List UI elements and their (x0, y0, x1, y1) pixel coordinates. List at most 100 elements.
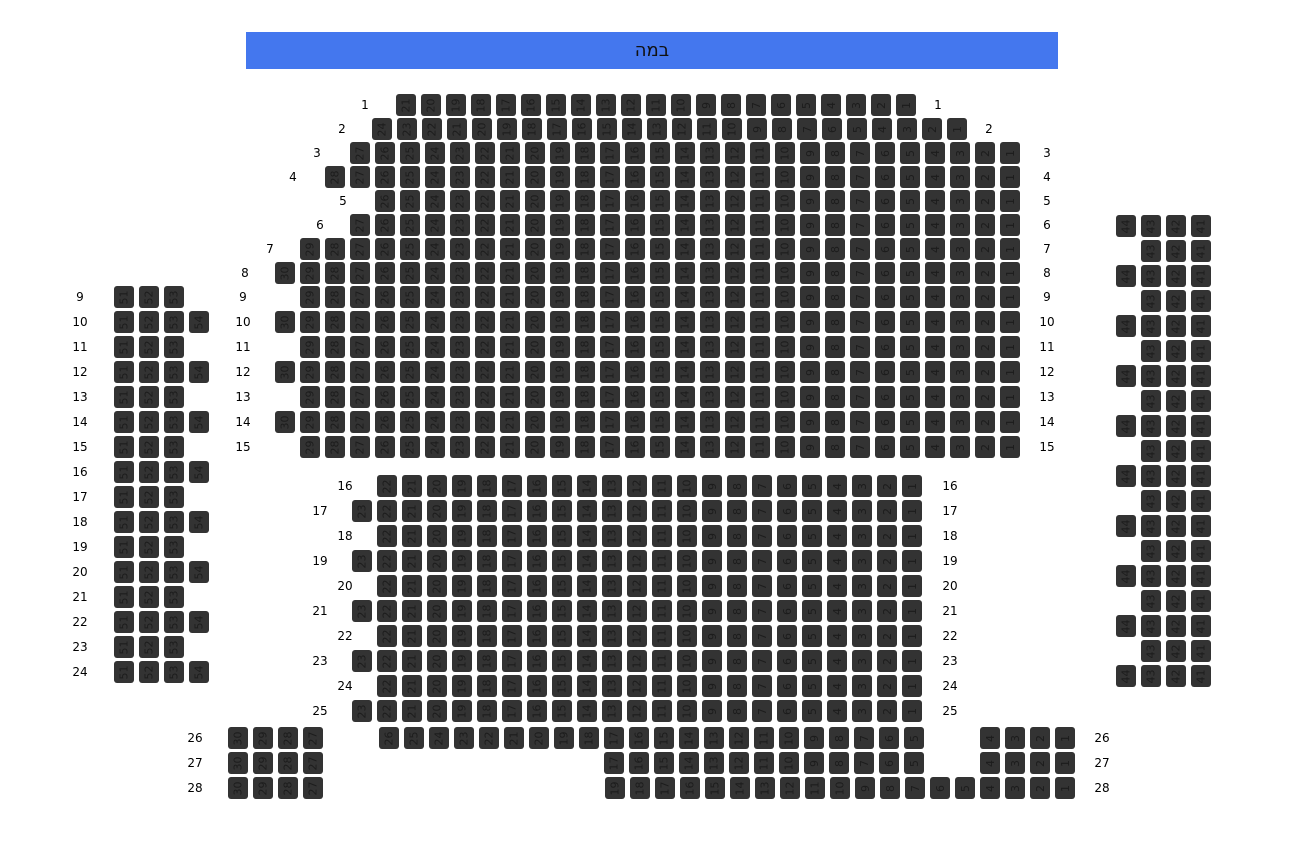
seat[interactable]: 9 (702, 475, 722, 497)
seat[interactable]: 42 (1166, 390, 1186, 412)
seat[interactable]: 30 (228, 752, 248, 774)
seat[interactable]: 18 (477, 525, 497, 547)
seat[interactable]: 19 (452, 550, 472, 572)
seat[interactable]: 26 (375, 190, 395, 212)
seat[interactable]: 22 (422, 118, 442, 140)
seat[interactable]: 2 (877, 550, 897, 572)
seat[interactable]: 28 (325, 361, 345, 383)
seat[interactable]: 23 (450, 166, 470, 188)
seat[interactable]: 14 (675, 436, 695, 458)
seat[interactable]: 14 (577, 700, 597, 722)
seat[interactable]: 6 (875, 286, 895, 308)
seat[interactable]: 8 (825, 311, 845, 333)
seat[interactable]: 10 (677, 550, 697, 572)
seat[interactable]: 43 (1141, 340, 1161, 362)
seat[interactable]: 17 (600, 361, 620, 383)
seat[interactable]: 4 (925, 238, 945, 260)
seat[interactable]: 1 (1000, 436, 1020, 458)
seat[interactable]: 1 (947, 118, 967, 140)
seat[interactable]: 42 (1166, 240, 1186, 262)
seat[interactable]: 5 (955, 777, 975, 799)
seat[interactable]: 1 (1000, 311, 1020, 333)
seat[interactable]: 12 (725, 361, 745, 383)
seat[interactable]: 51 (114, 436, 134, 458)
seat[interactable]: 2 (877, 625, 897, 647)
seat[interactable]: 13 (602, 500, 622, 522)
seat[interactable]: 8 (825, 411, 845, 433)
seat[interactable]: 11 (697, 118, 717, 140)
seat[interactable]: 6 (771, 94, 791, 116)
seat[interactable]: 19 (452, 700, 472, 722)
seat[interactable]: 8 (727, 575, 747, 597)
seat[interactable]: 18 (477, 625, 497, 647)
seat[interactable]: 16 (625, 286, 645, 308)
seat[interactable]: 22 (377, 575, 397, 597)
seat[interactable]: 10 (779, 727, 799, 749)
seat[interactable]: 1 (902, 650, 922, 672)
seat[interactable]: 1 (1055, 777, 1075, 799)
seat[interactable]: 23 (450, 214, 470, 236)
seat[interactable]: 15 (650, 166, 670, 188)
seat[interactable]: 2 (877, 500, 897, 522)
seat[interactable]: 19 (452, 525, 472, 547)
seat[interactable]: 3 (852, 625, 872, 647)
seat[interactable]: 17 (655, 777, 675, 799)
seat[interactable]: 53 (164, 461, 184, 483)
seat[interactable]: 24 (425, 190, 445, 212)
seat[interactable]: 15 (650, 238, 670, 260)
seat[interactable]: 5 (802, 700, 822, 722)
seat[interactable]: 54 (189, 511, 209, 533)
seat[interactable]: 17 (502, 675, 522, 697)
seat[interactable]: 21 (500, 361, 520, 383)
seat[interactable]: 17 (502, 700, 522, 722)
seat[interactable]: 25 (400, 214, 420, 236)
seat[interactable]: 53 (164, 636, 184, 658)
seat[interactable]: 25 (400, 286, 420, 308)
seat[interactable]: 16 (625, 436, 645, 458)
seat[interactable]: 25 (400, 361, 420, 383)
seat[interactable]: 41 (1191, 590, 1211, 612)
seat[interactable]: 20 (525, 311, 545, 333)
seat[interactable]: 6 (875, 142, 895, 164)
seat[interactable]: 25 (400, 166, 420, 188)
seat[interactable]: 42 (1166, 415, 1186, 437)
seat[interactable]: 27 (303, 727, 323, 749)
seat[interactable]: 7 (854, 752, 874, 774)
seat[interactable]: 4 (925, 142, 945, 164)
seat[interactable]: 41 (1191, 565, 1211, 587)
seat[interactable]: 21 (402, 625, 422, 647)
seat[interactable]: 28 (278, 777, 298, 799)
seat[interactable]: 15 (650, 336, 670, 358)
seat[interactable]: 43 (1141, 215, 1161, 237)
seat[interactable]: 18 (575, 166, 595, 188)
seat[interactable]: 26 (375, 238, 395, 260)
seat[interactable]: 7 (746, 94, 766, 116)
seat[interactable]: 21 (500, 262, 520, 284)
seat[interactable]: 52 (139, 636, 159, 658)
seat[interactable]: 20 (525, 166, 545, 188)
seat[interactable]: 10 (775, 214, 795, 236)
seat[interactable]: 18 (575, 142, 595, 164)
seat[interactable]: 22 (377, 550, 397, 572)
seat[interactable]: 22 (377, 525, 397, 547)
seat[interactable]: 17 (604, 727, 624, 749)
seat[interactable]: 12 (725, 336, 745, 358)
seat[interactable]: 9 (800, 262, 820, 284)
seat[interactable]: 41 (1191, 665, 1211, 687)
seat[interactable]: 41 (1191, 365, 1211, 387)
seat[interactable]: 53 (164, 511, 184, 533)
seat[interactable]: 4 (827, 675, 847, 697)
seat[interactable]: 29 (253, 727, 273, 749)
seat[interactable]: 3 (950, 262, 970, 284)
seat[interactable]: 10 (775, 436, 795, 458)
seat[interactable]: 22 (475, 311, 495, 333)
seat[interactable]: 16 (527, 475, 547, 497)
seat[interactable]: 8 (825, 214, 845, 236)
seat[interactable]: 16 (572, 118, 592, 140)
seat[interactable]: 5 (900, 190, 920, 212)
seat[interactable]: 8 (825, 386, 845, 408)
seat[interactable]: 53 (164, 411, 184, 433)
seat[interactable]: 9 (747, 118, 767, 140)
seat[interactable]: 7 (850, 214, 870, 236)
seat[interactable]: 53 (164, 536, 184, 558)
